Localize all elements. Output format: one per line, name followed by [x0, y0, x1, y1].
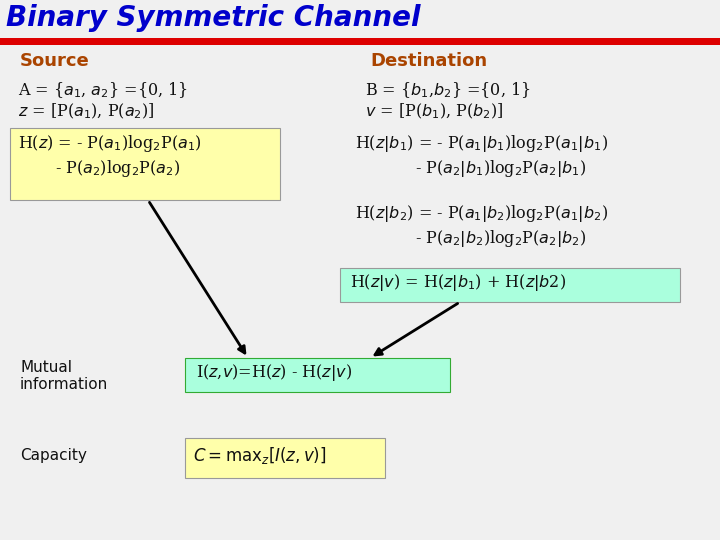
Text: Capacity: Capacity — [20, 448, 87, 463]
Text: Destination: Destination — [370, 52, 487, 70]
FancyBboxPatch shape — [340, 268, 680, 302]
FancyBboxPatch shape — [185, 358, 450, 392]
Text: I($z$,$v$)=H($z$) - H($z|v$): I($z$,$v$)=H($z$) - H($z|v$) — [196, 362, 352, 383]
Text: A = {$a_1$, $a_2$} ={0, 1}: A = {$a_1$, $a_2$} ={0, 1} — [18, 80, 188, 100]
Text: Binary Symmetric Channel: Binary Symmetric Channel — [6, 4, 420, 32]
Text: - P($a_2|b_1$)log$_2$P($a_2|b_1$): - P($a_2|b_1$)log$_2$P($a_2|b_1$) — [415, 158, 587, 179]
Text: $v$ = [P($b_1$), P($b_2$)]: $v$ = [P($b_1$), P($b_2$)] — [365, 102, 503, 122]
Text: Source: Source — [20, 52, 90, 70]
Text: Mutual
information: Mutual information — [20, 360, 108, 393]
Text: H($z|b_2$) = - P($a_1|b_2$)log$_2$P($a_1|b_2$): H($z|b_2$) = - P($a_1|b_2$)log$_2$P($a_1… — [355, 203, 608, 224]
Text: H($z|b_1$) = - P($a_1|b_1$)log$_2$P($a_1|b_1$): H($z|b_1$) = - P($a_1|b_1$)log$_2$P($a_1… — [355, 133, 608, 154]
Text: $z$ = [P($a_1$), P($a_2$)]: $z$ = [P($a_1$), P($a_2$)] — [18, 102, 155, 122]
Text: - P($a_2|b_2$)log$_2$P($a_2|b_2$): - P($a_2|b_2$)log$_2$P($a_2|b_2$) — [415, 228, 587, 249]
Text: H($z|v$) = H($z|b_1$) + H($z|b$2): H($z|v$) = H($z|b_1$) + H($z|b$2) — [350, 272, 566, 293]
Text: - P($a_2$)log$_2$P($a_2$): - P($a_2$)log$_2$P($a_2$) — [55, 158, 180, 179]
Text: H($z$) = - P($a_1$)log$_2$P($a_1$): H($z$) = - P($a_1$)log$_2$P($a_1$) — [18, 133, 202, 154]
Text: B = {$b_1$,$b_2$} ={0, 1}: B = {$b_1$,$b_2$} ={0, 1} — [365, 80, 531, 100]
FancyBboxPatch shape — [0, 38, 720, 45]
FancyBboxPatch shape — [185, 438, 385, 478]
Text: $C = \mathrm{max}_z\left[I(z, v)\right]$: $C = \mathrm{max}_z\left[I(z, v)\right]$ — [193, 445, 327, 466]
FancyBboxPatch shape — [10, 128, 280, 200]
